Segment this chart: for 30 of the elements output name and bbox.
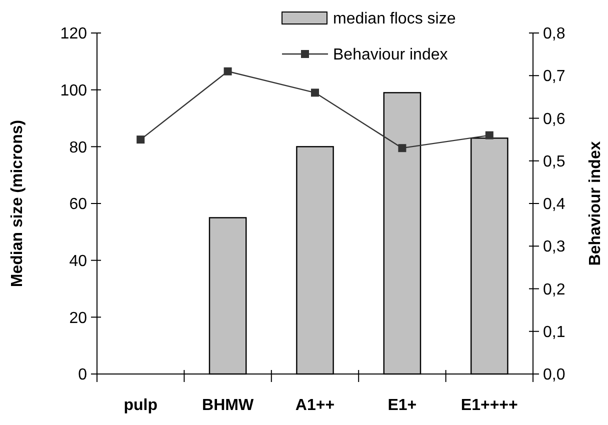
point (398, 144, 406, 152)
x-tick-label: E1++++ (460, 397, 518, 414)
y-tick-label: 40 (69, 252, 88, 270)
y2-tick-label: 0,6 (543, 110, 566, 128)
y2-tick-label: 0,0 (543, 366, 566, 384)
y2-tick-label: 0,5 (543, 153, 566, 170)
y2-tick-label: 0,3 (543, 238, 566, 256)
y2-tick-label: 0,1 (543, 324, 566, 341)
y-tick-label: 0 (78, 366, 88, 384)
legend-label: median flocs size (333, 10, 456, 28)
y2-tick-label: 0,8 (543, 26, 566, 43)
x-tick-label: E1+ (388, 397, 417, 414)
x-tick-label: pulp (124, 397, 158, 414)
legend-label: Behaviour index (333, 46, 448, 64)
y-tick-label: 120 (60, 26, 88, 43)
y2-tick-label: 0,4 (543, 196, 566, 214)
y2-tick-label: 0,7 (543, 68, 566, 86)
point (136, 136, 145, 144)
x-tick-label: A1++ (295, 397, 335, 414)
y-tick-label: 100 (60, 82, 88, 100)
y-tick-label: 20 (69, 310, 88, 327)
y2-axis-title: Behaviour index (587, 141, 604, 266)
y-tick-label: 80 (69, 139, 88, 156)
x-tick-label: BHMW (202, 397, 254, 414)
point (485, 131, 494, 140)
point (224, 67, 232, 76)
y2-tick-label: 0,2 (543, 281, 566, 298)
y-tick-label: 60 (69, 196, 88, 214)
y-axis-title: Median size (microns) (9, 120, 26, 288)
point (311, 88, 319, 97)
